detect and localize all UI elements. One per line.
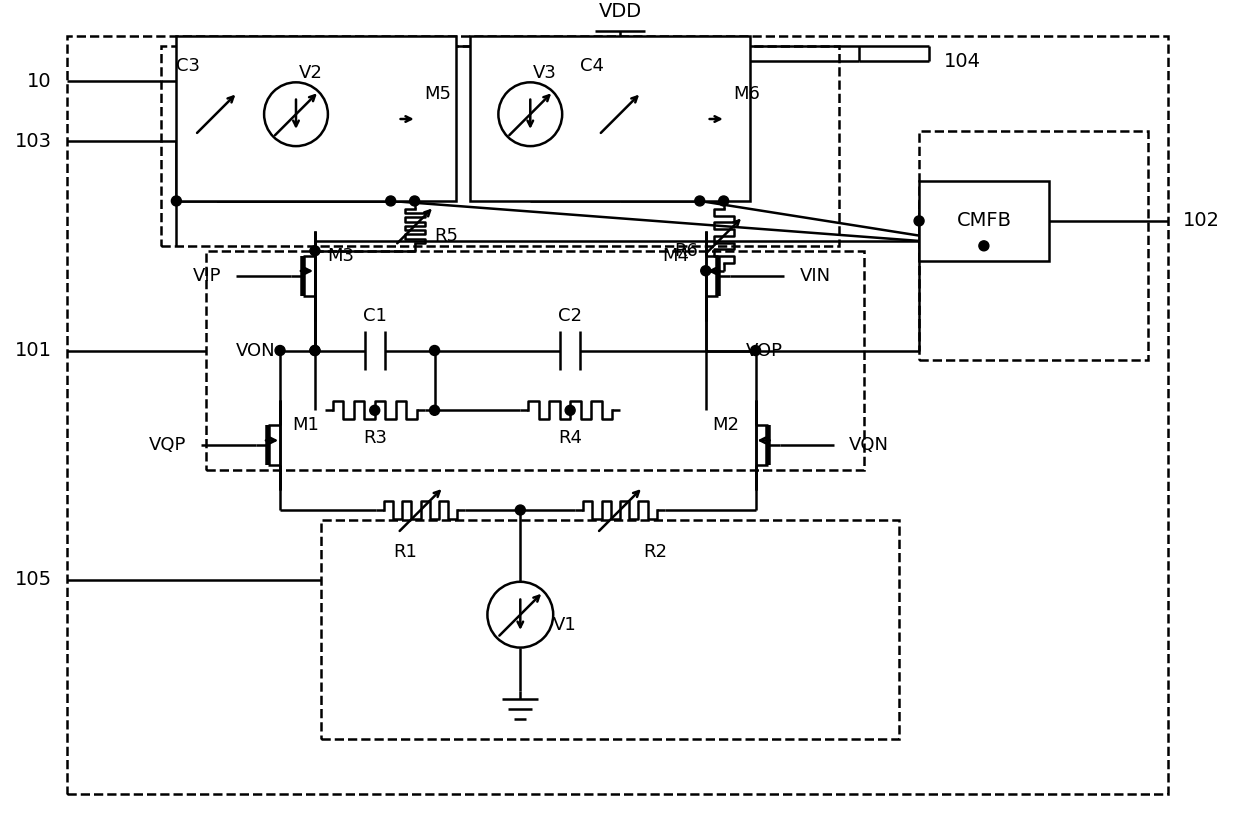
Text: 10: 10 bbox=[27, 72, 52, 91]
Bar bbox=[67, 36, 1168, 795]
Bar bbox=[176, 36, 455, 201]
Text: V2: V2 bbox=[299, 65, 322, 82]
Text: 103: 103 bbox=[15, 132, 52, 151]
Text: V1: V1 bbox=[553, 616, 577, 633]
Text: 104: 104 bbox=[944, 52, 981, 70]
Circle shape bbox=[275, 346, 285, 356]
Bar bbox=[206, 251, 864, 470]
Circle shape bbox=[694, 196, 704, 206]
Circle shape bbox=[978, 241, 988, 251]
Circle shape bbox=[310, 346, 320, 356]
Text: M2: M2 bbox=[712, 416, 739, 435]
Bar bbox=[470, 36, 750, 201]
Circle shape bbox=[701, 266, 711, 276]
Text: R6: R6 bbox=[673, 242, 698, 260]
Circle shape bbox=[409, 196, 419, 206]
Circle shape bbox=[370, 405, 379, 415]
Text: CMFB: CMFB bbox=[956, 211, 1012, 231]
Bar bbox=[919, 131, 1148, 361]
Text: R2: R2 bbox=[642, 543, 667, 561]
Circle shape bbox=[429, 346, 439, 356]
Text: 105: 105 bbox=[15, 571, 52, 589]
Text: C2: C2 bbox=[558, 306, 582, 325]
Text: C1: C1 bbox=[363, 306, 387, 325]
Circle shape bbox=[310, 246, 320, 256]
Text: R5: R5 bbox=[434, 227, 459, 245]
Text: VIN: VIN bbox=[800, 267, 831, 284]
Text: R1: R1 bbox=[394, 543, 418, 561]
Circle shape bbox=[386, 196, 396, 206]
Bar bbox=[321, 520, 899, 739]
Circle shape bbox=[310, 346, 320, 356]
Circle shape bbox=[719, 196, 729, 206]
Circle shape bbox=[565, 405, 575, 415]
Text: VON: VON bbox=[236, 341, 275, 359]
Circle shape bbox=[516, 505, 526, 515]
Text: M3: M3 bbox=[327, 247, 355, 265]
Circle shape bbox=[914, 216, 924, 226]
Text: R3: R3 bbox=[363, 430, 387, 447]
Bar bbox=[161, 46, 839, 246]
Circle shape bbox=[750, 346, 760, 356]
Text: V3: V3 bbox=[533, 65, 557, 82]
Bar bbox=[919, 181, 1049, 261]
Text: 102: 102 bbox=[1183, 211, 1220, 231]
Text: M6: M6 bbox=[733, 86, 760, 103]
Text: VDD: VDD bbox=[599, 2, 641, 21]
Text: VQP: VQP bbox=[149, 436, 186, 454]
Text: R4: R4 bbox=[558, 430, 582, 447]
Text: 101: 101 bbox=[15, 341, 52, 360]
Text: C3: C3 bbox=[176, 57, 201, 76]
Circle shape bbox=[429, 405, 439, 415]
Text: VQN: VQN bbox=[849, 436, 889, 454]
Circle shape bbox=[171, 196, 181, 206]
Text: M1: M1 bbox=[293, 416, 320, 435]
Text: M4: M4 bbox=[662, 247, 689, 265]
Text: VIP: VIP bbox=[192, 267, 221, 284]
Text: M5: M5 bbox=[424, 86, 451, 103]
Text: VOP: VOP bbox=[745, 341, 782, 359]
Text: C4: C4 bbox=[580, 57, 604, 76]
